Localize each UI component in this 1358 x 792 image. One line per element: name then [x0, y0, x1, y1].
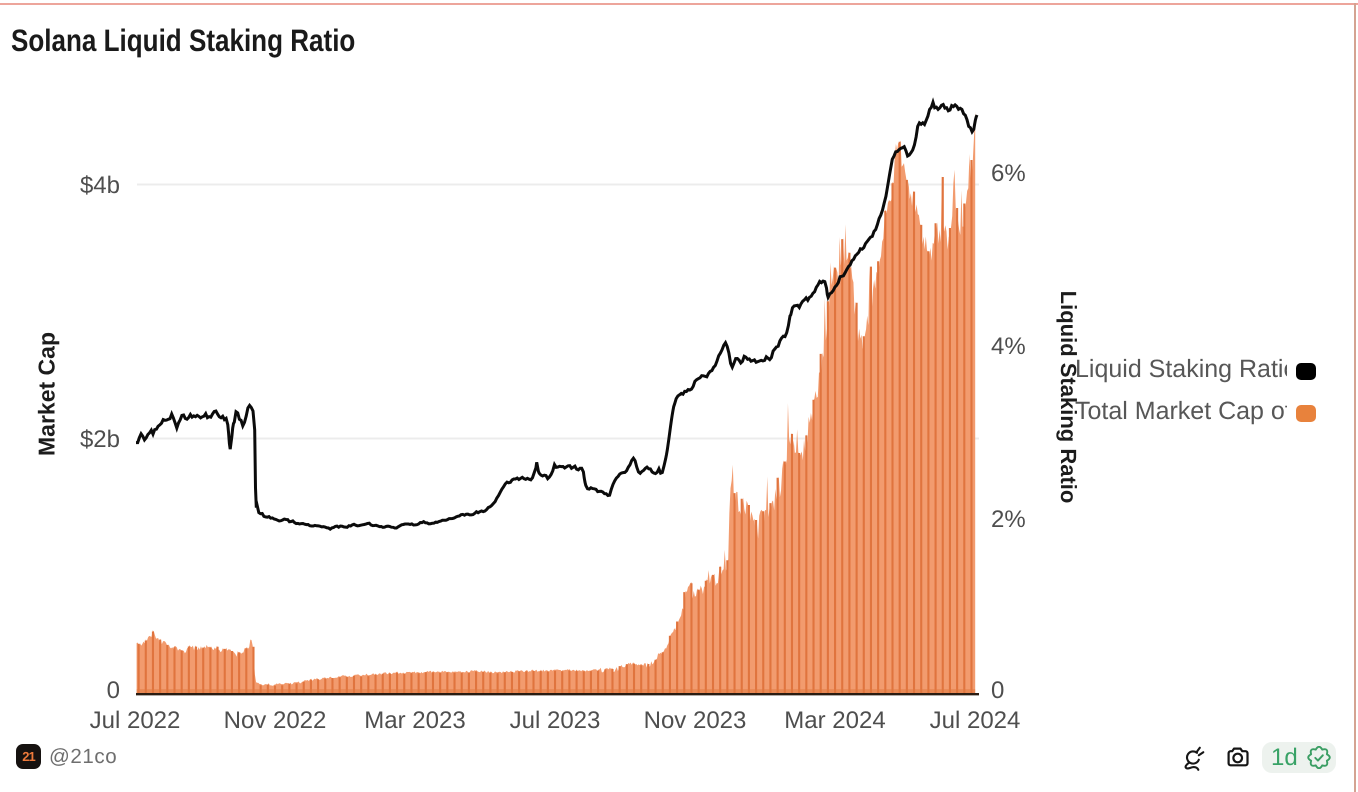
svg-text:Nov 2022: Nov 2022 [224, 707, 327, 734]
svg-text:4%: 4% [991, 333, 1026, 360]
svg-text:0: 0 [107, 677, 120, 704]
svg-text:Nov 2023: Nov 2023 [644, 707, 747, 734]
svg-text:Jul 2023: Jul 2023 [510, 707, 601, 734]
svg-text:Market Cap: Market Cap [34, 332, 60, 456]
svg-text:Mar 2023: Mar 2023 [364, 707, 465, 734]
svg-text:$4b: $4b [80, 172, 120, 199]
svg-text:$2b: $2b [80, 426, 120, 453]
svg-text:2%: 2% [991, 506, 1026, 533]
svg-text:Mar 2024: Mar 2024 [784, 707, 885, 734]
svg-text:Jul 2024: Jul 2024 [930, 707, 1021, 734]
svg-text:Liquid Staking Ratio: Liquid Staking Ratio [1056, 291, 1081, 504]
svg-text:0: 0 [991, 677, 1004, 704]
svg-text:6%: 6% [991, 160, 1026, 187]
svg-text:Jul 2022: Jul 2022 [90, 707, 181, 734]
